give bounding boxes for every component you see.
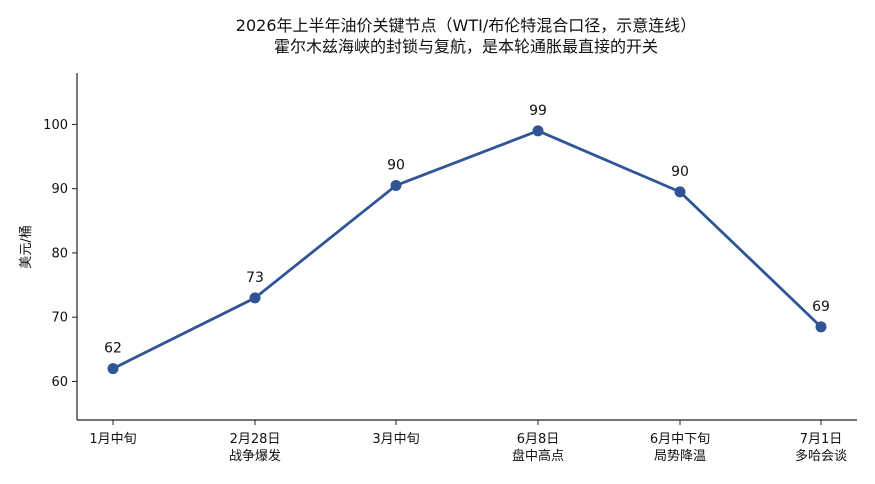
data-label: 90 — [671, 164, 689, 180]
series-group: 62 73 90 99 90 69 — [104, 103, 830, 375]
data-point — [390, 179, 402, 191]
x-tick-label: 7月1日 — [800, 432, 843, 447]
y-tick-label: 70 — [51, 311, 68, 326]
y-tick-label: 80 — [51, 246, 68, 261]
x-tick-label: 1月中旬 — [89, 432, 136, 447]
data-point — [532, 125, 544, 137]
data-point — [107, 363, 119, 375]
x-tick-label: 3月中旬 — [372, 432, 419, 447]
data-point — [249, 292, 261, 304]
y-axis-title: 美元/桶 — [19, 225, 34, 268]
x-tick-label: 6月中下旬 — [650, 432, 710, 447]
y-tick-label: 60 — [51, 375, 68, 390]
series-line — [111, 129, 823, 370]
data-label: 62 — [104, 341, 122, 357]
data-label: 73 — [246, 270, 264, 286]
x-tick-label: 6月8日 — [517, 432, 560, 447]
data-label: 69 — [812, 299, 830, 315]
x-tick-label: 盘中高点 — [512, 448, 564, 464]
x-tick-label: 战争爆发 — [229, 448, 281, 464]
data-point — [674, 186, 686, 198]
chart-title-line-2: 霍尔木兹海峡的封锁与复航，是本轮通胀最直接的开关 — [274, 37, 658, 56]
data-label: 99 — [529, 103, 547, 119]
data-label: 90 — [387, 157, 405, 173]
y-tick-label: 100 — [43, 118, 68, 133]
x-tick-label: 多哈会谈 — [795, 448, 847, 464]
chart-title-line-1: 2026年上半年油价关键节点（WTI/布伦特混合口径，示意连线） — [236, 16, 696, 35]
y-tick-label: 90 — [51, 182, 68, 197]
x-tick-label: 2月28日 — [230, 432, 281, 447]
x-tick-label: 局势降温 — [654, 448, 706, 464]
data-point — [815, 321, 827, 333]
axes — [76, 73, 857, 421]
